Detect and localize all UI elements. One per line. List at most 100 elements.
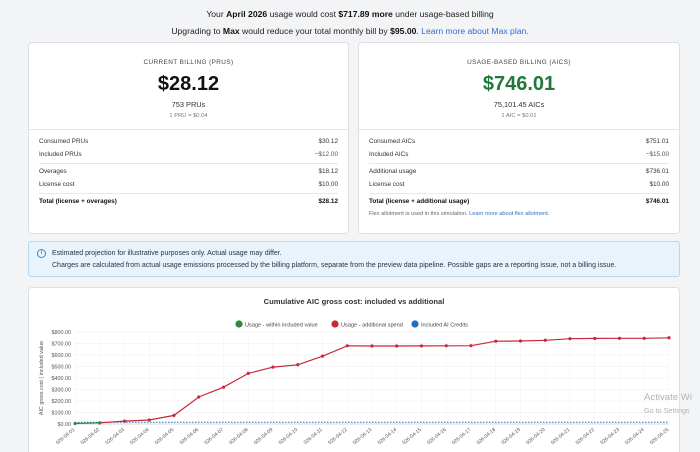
flex-note: Flex allotment is used in this simulatio… — [369, 211, 550, 217]
row-consumed: Consumed PRUs $30.12 — [39, 138, 338, 145]
row-additional: Additional usage $736.01 — [369, 168, 669, 175]
info-icon: i — [37, 249, 46, 258]
current-amount: $28.12 — [157, 73, 220, 95]
data-point — [246, 371, 250, 375]
x-tick-label: 026-04-05 — [154, 427, 175, 446]
x-tick-label: 026-04-21 — [550, 427, 571, 446]
usage-amount: $746.01 — [482, 73, 556, 95]
chart-title: Cumulative AIC gross cost: included vs a… — [263, 297, 445, 306]
series-line — [99, 337, 670, 424]
row-consumed: Consumed AICs $751.01 — [369, 138, 669, 145]
flex-allotment-link[interactable]: Learn more about flex allotment. — [469, 211, 550, 217]
activate-windows-hint: Go to Settings — [644, 406, 690, 415]
data-point — [494, 339, 498, 343]
series-line — [74, 422, 100, 425]
current-billing-card: CURRENT BILLING (PRUS) $28.12 753 PRUs 1… — [28, 42, 349, 234]
data-point — [197, 395, 201, 399]
x-tick-label: 026-04-11 — [303, 427, 324, 446]
x-tick-label: 026-04-04 — [129, 427, 150, 446]
y-tick-label: $800.00 — [52, 330, 72, 336]
x-tick-label: 026-04-24 — [624, 427, 645, 446]
divider — [39, 193, 338, 194]
legend-label: Included AI Credits — [421, 322, 468, 328]
data-point — [642, 336, 646, 340]
x-tick-label: 026-04-22 — [575, 427, 596, 446]
data-point — [320, 354, 325, 358]
usage-rate: 1 AIC = $0.01 — [501, 113, 537, 119]
y-tick-label: $200.00 — [52, 399, 72, 405]
y-tick-label: $600.00 — [52, 353, 72, 359]
y-axis-label: AIC gross cost ( included value — [39, 341, 45, 415]
y-tick-label: $400.00 — [52, 376, 72, 382]
row-license: License cost $10.00 — [369, 181, 669, 188]
x-tick-label: 026-04-20 — [525, 427, 546, 446]
card-label: CURRENT BILLING (PRUS) — [143, 59, 234, 66]
data-point — [122, 419, 127, 423]
y-tick-label: $300.00 — [52, 388, 72, 394]
current-rate: 1 PRU = $0.04 — [169, 113, 208, 119]
x-tick-label: 026-04-15 — [401, 427, 422, 446]
x-tick-label: 026-04-19 — [500, 427, 521, 446]
x-tick-label: 026-04-09 — [253, 427, 274, 446]
y-tick-label: $700.00 — [52, 342, 72, 348]
data-point — [345, 344, 349, 348]
data-point — [469, 344, 473, 348]
x-tick-label: 026-04-13 — [352, 427, 373, 446]
data-point — [444, 344, 448, 348]
info-line-2: Charges are calculated from actual usage… — [52, 262, 617, 269]
usage-cost-message: Your April 2026 usage would cost $717.89… — [206, 9, 494, 19]
legend-marker — [235, 320, 243, 328]
legend-label: Usage - within included value — [245, 322, 318, 328]
legend-marker — [411, 320, 419, 328]
x-tick-label: 026-04-23 — [599, 427, 620, 446]
current-units: 753 PRUs — [171, 100, 206, 109]
legend-marker — [331, 320, 339, 328]
x-tick-label: 026-04-16 — [426, 427, 447, 446]
x-tick-label: 026-04-08 — [228, 427, 249, 446]
data-point — [395, 344, 399, 348]
data-point — [221, 385, 226, 389]
cumulative-cost-chart: Usage - within included value Usage - add… — [39, 320, 671, 446]
data-point — [593, 336, 597, 341]
info-banner: i Estimated projection for illustrative … — [28, 241, 680, 277]
data-point — [617, 336, 622, 340]
divider — [359, 129, 679, 130]
data-point — [98, 421, 102, 425]
data-point — [518, 339, 523, 343]
data-point — [370, 344, 374, 348]
info-line-1: Estimated projection for illustrative pu… — [52, 250, 282, 257]
divider — [369, 163, 669, 164]
max-plan-link[interactable]: Learn more about Max plan. — [421, 26, 529, 36]
row-overages: Overages $18.12 — [39, 168, 338, 175]
row-total: Total (license + overages) $28.12 — [39, 198, 338, 205]
row-included: Included AICs −$15.00 — [369, 151, 669, 158]
row-total: Total (license + additional usage) $746.0… — [369, 198, 669, 205]
data-point — [147, 418, 151, 422]
x-tick-label: 026-04-07 — [203, 427, 224, 446]
row-included: Included PRUs −$12.00 — [39, 151, 338, 158]
activate-windows-watermark: Activate Wi — [644, 392, 692, 403]
usage-units: 75,101.45 AICs — [493, 100, 545, 109]
usage-billing-card: USAGE-BASED BILLING (AICS) $746.01 75,10… — [358, 42, 680, 234]
data-point — [667, 336, 671, 340]
x-tick-label: 026-04-03 — [104, 427, 125, 446]
data-point — [568, 337, 572, 341]
divider — [29, 129, 348, 130]
chart-card: Cumulative AIC gross cost: included vs a… — [28, 287, 680, 452]
x-tick-label: 026-04-25 — [649, 427, 670, 446]
x-tick-label: 026-04-18 — [476, 427, 497, 446]
divider — [369, 193, 669, 194]
x-tick-label: 026-04-14 — [377, 427, 398, 446]
data-point — [296, 363, 300, 367]
upgrade-message: Upgrading to Max would reduce your total… — [171, 26, 529, 36]
x-tick-label: 026-04-17 — [451, 427, 472, 446]
x-tick-label: 026-04-12 — [327, 427, 348, 446]
data-point — [73, 421, 77, 426]
x-tick-label: 026-04-06 — [179, 427, 200, 446]
data-point — [172, 413, 176, 417]
divider — [39, 163, 338, 164]
y-tick-label: $500.00 — [52, 365, 72, 371]
card-label: USAGE-BASED BILLING (AICS) — [467, 59, 571, 66]
data-point — [543, 338, 547, 342]
y-tick-label: $0.00 — [58, 422, 72, 428]
